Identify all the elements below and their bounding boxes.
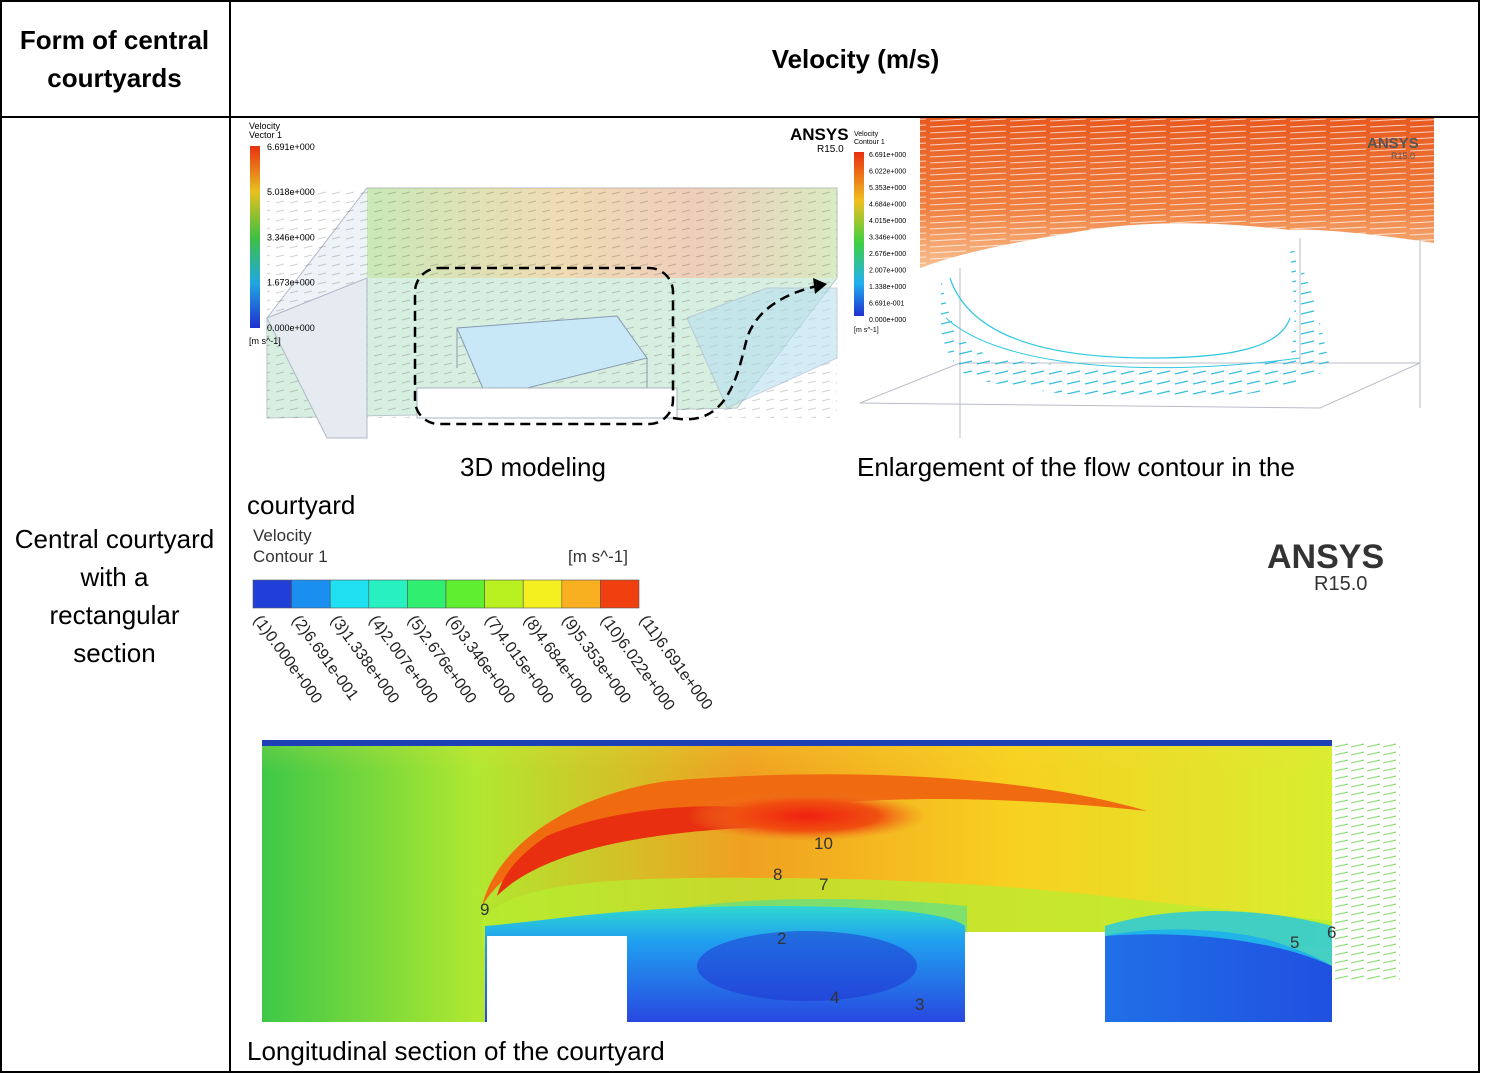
section-legend-swatch xyxy=(368,579,408,609)
section-brand-logo: ANSYS xyxy=(1267,538,1384,576)
vector-version: R15.0 xyxy=(817,144,844,155)
caption-3d-modeling: 3D modeling xyxy=(460,452,606,482)
enlarged-legend-unit: [m s^-1] xyxy=(854,327,879,334)
enlarged-brand-logo: ANSYS xyxy=(1367,135,1419,152)
section-version: R15.0 xyxy=(1314,573,1367,595)
section-legend-unit: [m s^-1] xyxy=(568,547,628,566)
section-point-label: 7 xyxy=(819,875,828,894)
vector-legend-ticks: 6.691e+000 5.018e+000 3.346e+000 1.673e+000… xyxy=(267,142,315,333)
enlarged-legend-tick: 4.684e+000 xyxy=(869,202,906,209)
enlarged-legend-title1: Velocity xyxy=(854,131,879,138)
section-point-label: 4 xyxy=(830,988,839,1007)
vector-legend-tick: 3.346e+000 xyxy=(267,232,315,242)
section-legend-swatch xyxy=(561,579,601,609)
figure-3d-vector: Velocity Vector 1 6.691e+000 5.018e+000 3.… xyxy=(247,118,850,442)
vector-legend-title2: Vector 1 xyxy=(249,130,282,140)
header-form-of-courtyards: Form of central courtyards xyxy=(19,25,210,93)
enlarged-legend-tick: 6.691e+000 xyxy=(869,152,906,159)
vector-legend-tick: 5.018e+000 xyxy=(267,187,315,197)
enlarged-legend-tick: 6.022e+000 xyxy=(869,169,906,176)
section-legend-swatch xyxy=(329,579,370,609)
section-point-label: 5 xyxy=(1290,933,1299,952)
vector-legend-tick: 6.691e+000 xyxy=(267,142,315,152)
enlarged-legend-tick: 6.691e-001 xyxy=(869,301,905,308)
section-legend-swatch xyxy=(407,579,447,609)
section-point-label: 8 xyxy=(773,865,782,884)
section-legend-title2: Contour 1 xyxy=(253,547,328,566)
row-label: Central courtyard with a rectangular sec… xyxy=(0,118,229,1073)
section-point-label: 3 xyxy=(915,995,924,1014)
section-point-label: 10 xyxy=(814,834,833,853)
section-point-labels: 10 8 7 9 2 4 3 5 6 xyxy=(480,834,1336,1014)
row-divider xyxy=(0,116,1480,118)
enlarged-legend-tick: 5.353e+000 xyxy=(869,185,906,192)
vector-legend-unit: [m s^-1] xyxy=(249,336,281,346)
vector-brand-logo: ANSYS xyxy=(790,125,849,144)
section-point-label: 9 xyxy=(480,900,489,919)
vector-legend-tick: 0.000e+000 xyxy=(267,323,315,333)
section-point-label: 6 xyxy=(1327,923,1336,942)
enlarged-legend-tick: 2.007e+000 xyxy=(869,268,906,275)
figure-enlarged-contour: Velocity Contour 1 6.691e+000 6.022e+000 5… xyxy=(850,118,1434,444)
enlarged-version: R15.0 xyxy=(1391,151,1415,161)
enlarged-legend-ticks: 6.691e+000 6.022e+000 5.353e+000 4.684e+000… xyxy=(869,152,906,324)
section-legend-swatch xyxy=(484,579,524,609)
row-label-text: Central courtyard with a rectangular sec… xyxy=(14,523,215,668)
section-legend-swatch xyxy=(445,579,485,609)
section-legend-swatch xyxy=(600,579,640,609)
section-legend-swatch xyxy=(252,579,292,609)
section-legend-title1: Velocity xyxy=(253,526,312,545)
enlarged-legend-tick: 0.000e+000 xyxy=(869,317,906,324)
enlarged-legend-title2: Contour 1 xyxy=(854,139,885,146)
section-legend-swatch xyxy=(291,579,331,609)
caption-longitudinal-section: Longitudinal section of the courtyard xyxy=(247,1036,665,1066)
enlarged-legend-tick: 1.338e+000 xyxy=(869,284,906,291)
header-velocity: Velocity (m/s) xyxy=(771,43,940,74)
enlarged-legend-tick: 2.676e+000 xyxy=(869,251,906,258)
vector-legend-title1: Velocity xyxy=(249,121,281,131)
vector-legend-tick: 1.673e+000 xyxy=(267,278,315,288)
section-legend-swatches xyxy=(252,579,640,609)
caption-enlargement: Enlargement of the flow contour in the xyxy=(857,452,1295,482)
section-point-label: 2 xyxy=(777,929,786,948)
section-legend-swatch xyxy=(522,579,563,609)
caption-enlargement-cont: courtyard xyxy=(247,490,356,520)
enlarged-legend-tick: 4.015e+000 xyxy=(869,218,906,225)
enlarged-legend-tick: 3.346e+000 xyxy=(869,235,906,242)
column-divider xyxy=(229,0,231,1073)
page-margin xyxy=(1482,0,1498,1073)
